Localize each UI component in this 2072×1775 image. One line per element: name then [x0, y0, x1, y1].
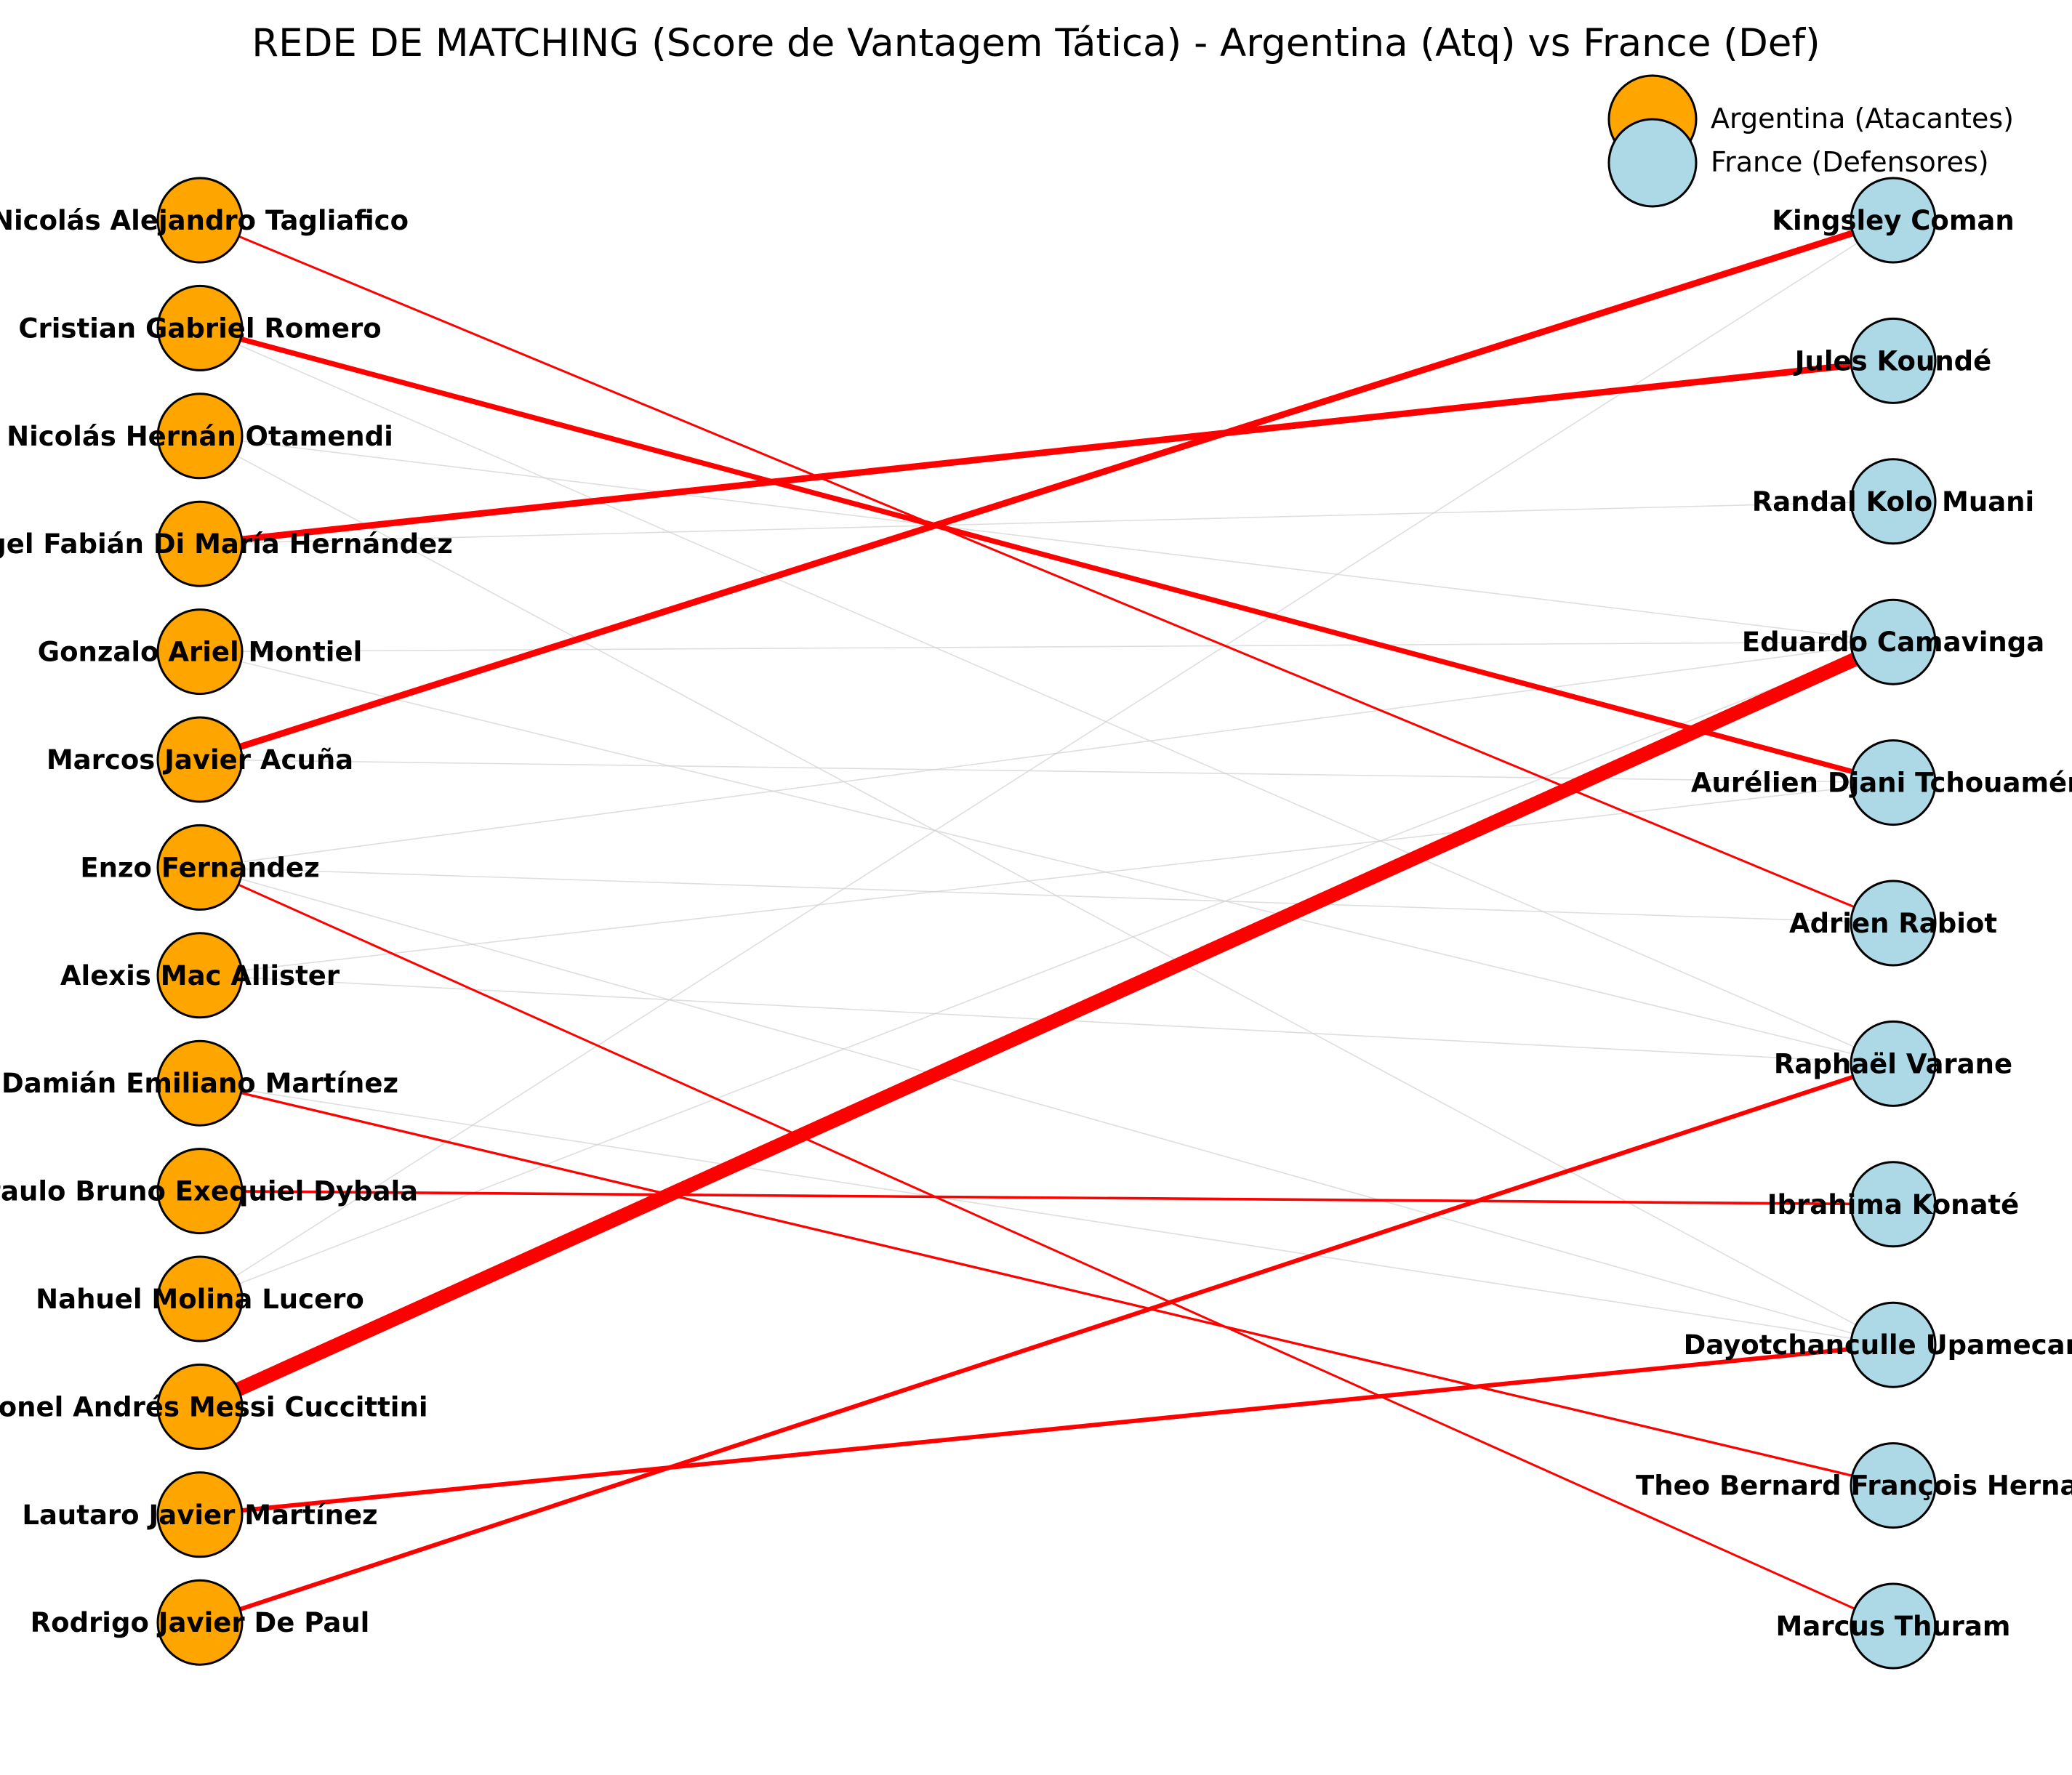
faint-edge — [199, 220, 1894, 1300]
defender-node[interactable] — [1850, 177, 1937, 264]
attacker-node[interactable] — [156, 1148, 244, 1235]
defender-label: Kingsley Coman — [1772, 205, 2014, 236]
attacker-label: Ángel Fabián Di María Hernández — [0, 528, 453, 560]
matching-edge — [196, 635, 1897, 1414]
defender-node[interactable] — [1850, 317, 1937, 404]
attacker-node[interactable] — [156, 1255, 244, 1343]
attacker-node[interactable] — [156, 932, 244, 1019]
faint-edge — [199, 651, 1894, 1065]
attacker-node[interactable] — [156, 177, 244, 264]
faint-edge — [199, 435, 1894, 1345]
attacker-node[interactable] — [156, 1039, 244, 1127]
labels-group: Nicolás Alejandro Tagliafico Cristian Gab… — [0, 205, 2072, 1642]
legend-defense-label: France (Defensores) — [1711, 146, 1989, 178]
matching-edge — [199, 866, 1894, 1627]
attacker-label: Nahuel Molina Lucero — [36, 1284, 364, 1315]
attacker-node[interactable] — [156, 393, 244, 480]
defender-node[interactable] — [1850, 458, 1937, 545]
faint-edge — [199, 641, 1894, 653]
faint-edge — [199, 327, 1894, 1065]
defender-label: Marcus Thuram — [1776, 1611, 2011, 1642]
faint-edge — [199, 759, 1894, 784]
matching-edge — [199, 1343, 1894, 1517]
attacker-label: Marcos Javier Acuña — [47, 744, 353, 776]
defender-node[interactable] — [1850, 1020, 1937, 1107]
faint-edges-group — [199, 220, 1894, 1345]
attacker-label: Nicolás Alejandro Tagliafico — [0, 205, 409, 236]
matching-edge — [199, 325, 1894, 786]
faint-edge — [199, 435, 1894, 643]
defender-node[interactable] — [1850, 1582, 1937, 1670]
matching-edges-group — [196, 217, 1897, 1627]
defender-label: Adrien Rabiot — [1789, 908, 1997, 939]
matching-edge — [199, 219, 1894, 925]
defender-label: Dayotchanculle Upamecano — [1684, 1329, 2072, 1361]
matching-edge — [199, 1061, 1894, 1625]
attacker-node[interactable] — [156, 1471, 244, 1558]
defender-label: Eduardo Camavinga — [1742, 627, 2044, 658]
defender-node[interactable] — [1850, 739, 1937, 826]
attacker-label: Gonzalo Ariel Montiel — [38, 637, 363, 668]
attacker-node[interactable] — [156, 1363, 244, 1450]
faint-edge — [199, 1082, 1894, 1345]
defender-node[interactable] — [1850, 1442, 1937, 1529]
legend-attack-label: Argentina (Atacantes) — [1711, 102, 2014, 134]
attacker-label: Rodrigo Javier De Paul — [31, 1607, 370, 1638]
attacker-node[interactable] — [156, 1579, 244, 1666]
attacker-node[interactable] — [156, 824, 244, 911]
faint-edge — [199, 641, 1894, 1300]
defender-node[interactable] — [1850, 880, 1937, 967]
attacker-label: Cristian Gabriel Romero — [18, 313, 381, 344]
faint-edge — [199, 866, 1894, 924]
attacker-node[interactable] — [156, 608, 244, 696]
attacker-label: Paulo Bruno Exequiel Dybala — [0, 1176, 418, 1207]
attacker-label: Lautaro Javier Martínez — [22, 1500, 377, 1531]
defender-node[interactable] — [1850, 598, 1937, 685]
attacker-label: Lionel Andrés Messi Cuccittini — [0, 1391, 428, 1422]
attacker-label: Enzo Fernandez — [80, 852, 319, 883]
faint-edge — [199, 866, 1894, 1345]
attacker-node[interactable] — [156, 716, 244, 803]
defender-node[interactable] — [1850, 1301, 1937, 1388]
attacker-label: Nicolás Hernán Otamendi — [7, 421, 393, 452]
faint-edge — [199, 501, 1894, 544]
legend: Argentina (Atacantes) France (Defensores… — [1607, 74, 2014, 208]
faint-edge — [199, 781, 1894, 976]
faint-edge — [199, 641, 1894, 869]
attacker-node[interactable] — [156, 500, 244, 587]
attacker-node[interactable] — [156, 284, 244, 371]
matching-edge — [199, 357, 1894, 547]
matching-edge — [199, 1082, 1894, 1487]
attacker-label: Damián Emiliano Martínez — [1, 1068, 398, 1099]
attacker-label: Alexis Mac Allister — [60, 960, 340, 991]
defender-label: Randal Kolo Muani — [1752, 486, 2034, 518]
matching-edge — [198, 217, 1895, 763]
diagram-title: REDE DE MATCHING (Score de Vantagem Táti… — [252, 21, 1820, 65]
defender-label: Jules Koundé — [1793, 345, 1992, 377]
defender-label: Raphaël Varane — [1774, 1048, 2012, 1079]
defender-label: Aurélien Djani Tchouaméni — [1691, 768, 2072, 799]
defender-node[interactable] — [1850, 1161, 1937, 1248]
defender-label: Theo Bernard François Hernandez — [1636, 1470, 2072, 1502]
legend-defense-marker — [1607, 118, 1698, 208]
defender-label: Ibrahima Konaté — [1767, 1189, 2019, 1220]
matching-edge — [199, 1189, 1894, 1206]
nodes-group — [156, 177, 1937, 1670]
